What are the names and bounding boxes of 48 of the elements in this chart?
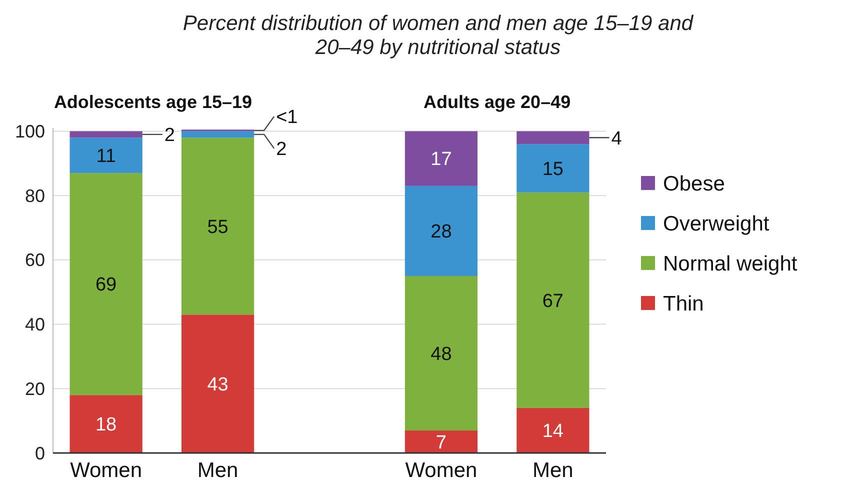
bar [181,131,254,138]
bar [404,430,478,453]
bar [516,192,590,408]
data-label: 69 [95,274,117,296]
data-label: 4 [611,128,622,150]
data-label: <1 [276,107,298,128]
bar [516,408,590,453]
data-label: 7 [436,432,447,454]
bar [516,144,590,192]
data-label: 67 [542,290,564,312]
bar [181,138,254,315]
legend-label: Obese [663,172,725,196]
y-tick-label: 0 [34,443,45,464]
x-tick-label: Women [405,459,478,482]
y-tick-label: 60 [24,250,45,270]
bar [70,173,142,396]
data-label: 48 [430,344,452,365]
data-label: 17 [430,149,452,170]
data-label: 11 [96,146,116,167]
bar [70,138,142,174]
legend-label: Overweight [663,212,770,236]
legend-label: Thin [663,292,704,316]
data-label: 43 [207,374,228,396]
bar [516,131,590,144]
x-tick-label: Women [70,459,142,482]
y-tick-label: 20 [24,378,45,399]
data-label: 55 [207,216,228,238]
bar [70,395,142,453]
y-tick-label: 100 [14,122,45,142]
x-tick-label: Men [532,459,574,482]
x-tick-label: Men [197,459,238,482]
data-label: 15 [542,158,564,180]
y-tick-label: 80 [24,186,45,206]
bar [70,131,142,138]
bar [404,276,478,430]
chart-title: Percent distribution of women and men age 15–19 and 20–49 by nutritional status [182,12,694,59]
bar [181,314,254,453]
text: Adolescents age 15–19 [54,92,252,112]
y-tick-label: 40 [24,314,45,335]
data-label: 2 [276,139,287,160]
bar [404,131,478,186]
data-label: 14 [542,421,564,442]
bar [404,186,478,276]
data-label: 2 [164,125,175,146]
data-label: 28 [430,222,452,243]
legend-label: Normal weight [663,252,798,276]
data-label: 18 [95,414,117,436]
text: Adults age 20–49 [424,92,571,112]
